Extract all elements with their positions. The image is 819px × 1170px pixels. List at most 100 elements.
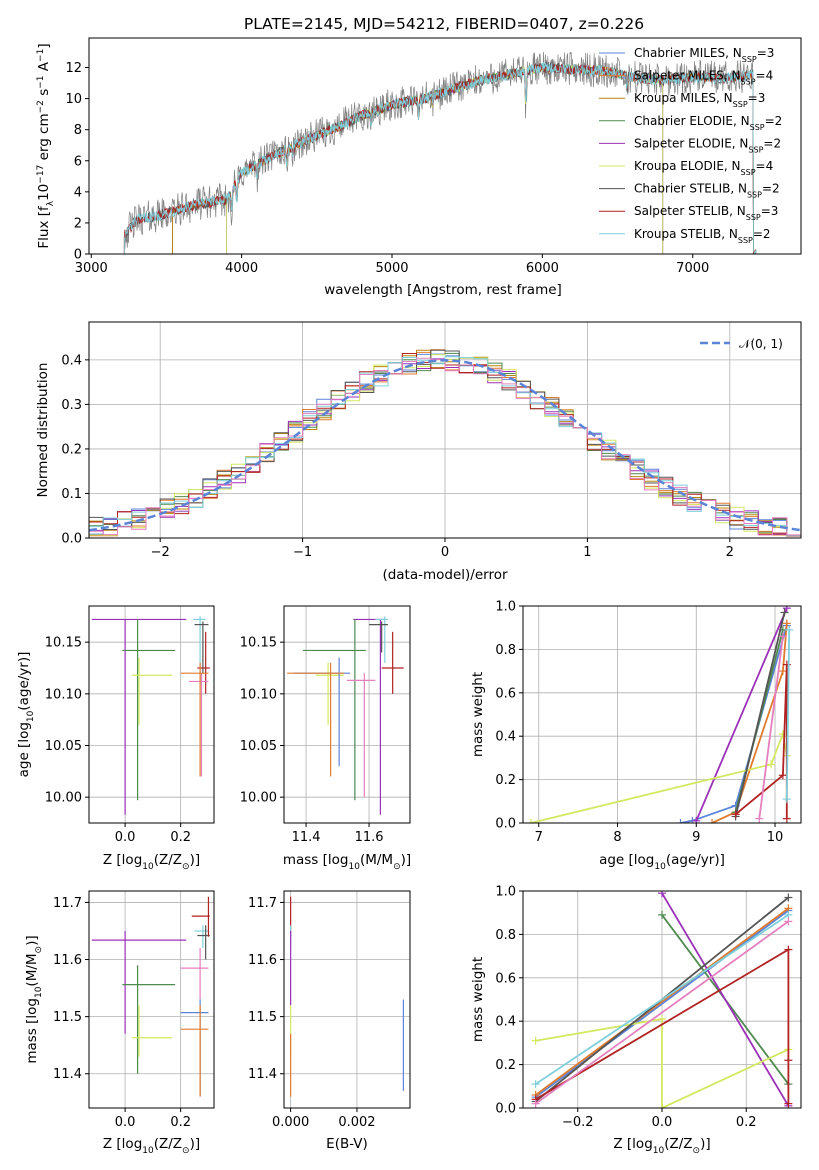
label-part: 10 [653,1146,665,1156]
legend-label: Chabrier ELODIE, NSSP=2 [634,114,782,132]
label-part: Chabrier ELODIE, N [634,114,750,128]
series-marker [782,606,791,613]
label-part: )] [190,1136,201,1152]
x-tick-label: 0.000 [272,1115,309,1130]
label-part: Z [log [103,852,142,868]
label-part: mass [log [24,998,40,1064]
label-part: (M/M [24,953,40,986]
x-tick-label: 7 [535,830,543,845]
axes-frame [88,890,215,1109]
series-marker [780,608,789,617]
label-part: −2 [36,100,46,113]
y-tick-label: 10.15 [45,636,82,651]
x-tick-label: −0.2 [562,1115,594,1130]
label-part: (Z/Z [154,852,182,868]
label-part: 10 [36,184,52,201]
y-axis-label: mass weight [470,957,486,1042]
series-line [695,607,788,822]
axes-frame [283,605,411,824]
x-tick-label: −2 [151,545,170,560]
series-line [785,629,791,800]
y-tick-label: 11.4 [248,1067,277,1082]
histogram-series [89,349,801,537]
data-point [122,965,176,1074]
x-tick-label: 6000 [526,261,559,276]
y-axis-label: Flux [fλ10−17 erg cm−2 s−1 A−1] [36,43,56,248]
data-point [180,662,209,777]
y-tick-label: 11.5 [53,1010,82,1025]
legend-label: Kroupa MILES, NSSP=3 [634,91,765,109]
label-part: =3 [761,204,779,218]
label-part: age [log [599,852,654,868]
y-tick-label: 11.6 [248,953,277,968]
label-part: −1 [36,49,46,62]
label-part: s [36,89,52,100]
series-line [535,914,789,1085]
histogram-series [89,357,801,537]
legend-label: Chabrier MILES, NSSP=3 [634,46,774,64]
label-part: =2 [762,182,780,196]
series-marker [784,893,793,902]
label-part: SSP [748,145,763,154]
data-point [189,673,209,777]
y-tick-label: 1.0 [495,600,516,615]
x-tick-label: 0.002 [338,1115,375,1130]
label-part: 10 [26,710,36,722]
label-part: 10 [654,862,666,872]
x-tick-label: 0.0 [115,1115,136,1130]
x-axis-label: Z [log10(Z/Z⊙)] [613,1136,710,1156]
mass-vs-extinction-panel: 0.000 0.002 11.4 11.5 11.6 11.7 E(B-V) [248,890,411,1152]
y-axis-label: age [log10(age/yr)] [16,652,36,778]
y-tick-label: 0.2 [495,773,516,788]
y-tick-label: 0.0 [495,1102,516,1117]
label-part: erg cm [36,113,52,164]
label-part: =2 [763,136,781,150]
y-tick-label: 6 [74,154,82,169]
label-part: (age/yr)] [16,652,32,711]
axes-frame [88,37,802,255]
data-point [122,619,176,801]
x-axis-label: (data-model)/error [382,567,508,583]
x-tick-label: 0.2 [170,830,191,845]
label-part: SSP [746,213,761,222]
legend-label: Salpeter MILES, NSSP=4 [634,69,773,87]
series-line [711,623,788,823]
series-line [661,892,790,1107]
y-tick-label: 11.5 [248,1010,277,1025]
x-axis-label: E(B-V) [326,1136,368,1152]
label-part: ⊙ [182,1146,190,1156]
label-part: )] [700,1136,711,1152]
series-line [535,909,789,1098]
x-tick-label: −1 [293,545,312,560]
x-tick-label: 3000 [75,261,108,276]
y-tick-label: 1.0 [495,885,516,900]
y-tick-label: 0.8 [495,928,516,943]
series-marker [778,667,787,676]
x-axis-label: mass [log10(M/M⊙)] [283,852,411,872]
y-tick-label: 10.10 [45,687,82,702]
label-part: λ [46,200,56,206]
series-marker [531,1036,540,1045]
y-tick-label: 10.05 [45,739,82,754]
series-marker [784,1056,793,1065]
mass-weight-vs-metallicity-panel: −0.2 0.0 0.2 0.0 0.2 0.4 0.6 0.8 1.0 mass weight Z… [470,885,802,1156]
y-axis-label: mass [log10(M/M⊙)] [24,935,44,1063]
legend-label: Chabrier STELIB, NSSP=2 [634,182,780,200]
x-tick-label: 2 [726,545,734,560]
y-tick-label: 0.0 [495,817,516,832]
series-line [535,920,789,1105]
label-part: Salpeter MILES, N [634,69,741,83]
label-part: −1 [36,75,46,88]
y-tick-label: 8 [74,123,82,138]
y-tick-label: 11.4 [53,1067,82,1082]
series-line [758,636,784,819]
y-tick-label: 0.6 [495,686,516,701]
series-marker [658,910,666,919]
mass-weight-vs-age-panel: 7 8 9 10 0.0 0.2 0.4 0.6 0.8 1.0 mass weight age [l… [470,600,802,872]
y-tick-label: 2 [74,216,82,231]
series-marker [785,625,794,634]
series-marker [784,945,793,954]
x-axis-label: age [log10(age/yr)] [599,852,725,872]
label-part: Z [log [103,1136,142,1152]
